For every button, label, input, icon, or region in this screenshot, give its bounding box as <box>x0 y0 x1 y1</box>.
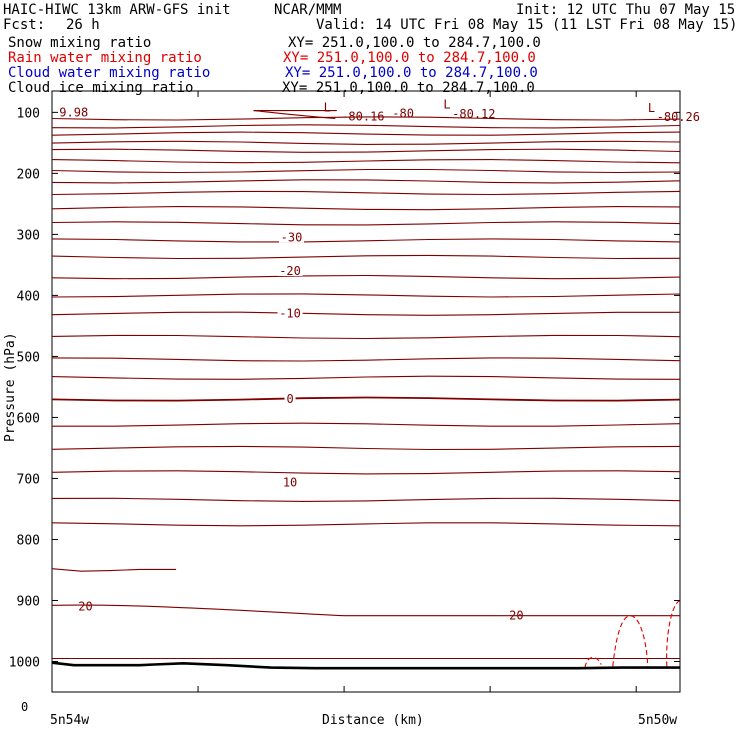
contour-label: -20 <box>279 264 301 278</box>
temperature-contours <box>51 109 681 659</box>
isotherm-line <box>51 445 681 451</box>
x-axis-title: Distance (km) <box>322 713 424 728</box>
field-cloud-ice-xy: XY= 251.0,100.0 to 284.7,100.0 <box>282 80 535 96</box>
contour-label: -30 <box>281 230 303 244</box>
annotation-label: -80.12 <box>452 107 495 121</box>
rain-contours <box>584 599 681 668</box>
y-tick-label: 900 <box>17 594 40 609</box>
field-snow-xy: XY= 251.0,100.0 to 284.7,100.0 <box>288 35 541 51</box>
x-label-origin: 0 <box>21 700 28 714</box>
isotherm-line <box>51 522 681 527</box>
isotherm-line <box>51 206 681 211</box>
isotherm-line <box>51 396 681 402</box>
isotherm-line <box>51 497 681 502</box>
isotherm-line <box>51 311 680 316</box>
field-rain-name: Rain water mixing ratio <box>8 50 202 66</box>
annotation-label: 9.98 <box>59 105 88 119</box>
isotherm-line <box>51 140 681 145</box>
field-cloud-water-name: Cloud water mixing ratio <box>8 65 211 81</box>
annotation-label: L <box>648 101 655 115</box>
terrain-line <box>51 661 680 670</box>
label-knockout <box>284 392 296 405</box>
y-tick-label: 200 <box>17 167 40 182</box>
isotherm-line <box>51 131 681 136</box>
annotation-label: -80.16 <box>341 110 384 124</box>
label-knockout <box>281 475 300 488</box>
isotherm-line <box>51 238 681 243</box>
isotherm-line <box>51 159 681 164</box>
y-tick-label: 300 <box>17 228 40 243</box>
field-rain-xy: XY= 251.0,100.0 to 284.7,100.0 <box>283 50 536 66</box>
isotherm-line <box>51 221 681 226</box>
isotherm-line <box>51 124 681 129</box>
label-knockout <box>277 306 303 319</box>
contour-label: 0 <box>286 392 293 406</box>
isotherm-line <box>51 293 681 298</box>
valid-time: Valid: 14 UTC Fri 08 May 15 (11 LST Fri … <box>316 17 738 33</box>
isotherm-line <box>51 470 681 475</box>
annotation-label: L <box>443 97 450 111</box>
forecast-hours: 26 h <box>66 17 100 33</box>
y-tick-label: 1000 <box>9 655 40 670</box>
isotherm-line <box>51 179 681 184</box>
label-knockout <box>277 263 303 276</box>
annotation-label: L <box>324 100 331 114</box>
label-knockout <box>279 230 305 243</box>
isotherm-line <box>51 334 681 340</box>
isotherm-line <box>51 274 681 280</box>
source-label: NCAR/MMM <box>274 2 342 18</box>
isotherm-line <box>51 168 681 174</box>
isotherm-line <box>51 254 681 260</box>
isotherm-line <box>52 422 681 427</box>
init-time: Init: 12 UTC Thu 07 May 15 <box>516 2 736 18</box>
isotherm-line <box>51 604 680 617</box>
rain-contour <box>666 599 681 667</box>
rain-contour <box>584 657 602 668</box>
rain-contour <box>612 615 649 668</box>
y-tick-label: 600 <box>17 411 40 426</box>
x-label-right: 5n50w <box>638 713 677 728</box>
y-tick-label: 700 <box>17 472 40 487</box>
field-snow-name: Snow mixing ratio <box>8 35 152 51</box>
annotation-label: 20 <box>78 600 92 614</box>
y-tick-label: 400 <box>17 289 40 304</box>
contour-label: 10 <box>283 476 297 490</box>
isotherm-line <box>253 109 336 120</box>
y-tick-label: 100 <box>17 106 40 121</box>
isotherm-line <box>51 148 681 153</box>
forecast-label: Fcst: <box>3 17 46 33</box>
annotation-label: -80 <box>392 107 414 121</box>
contour-label: -10 <box>279 307 301 321</box>
terrain-line <box>51 661 680 670</box>
isotherm-line <box>51 190 681 196</box>
isotherm-line <box>51 568 177 572</box>
y-tick-label: 500 <box>17 350 40 365</box>
annotation-label: 20 <box>509 609 523 623</box>
plot-frame <box>51 90 681 693</box>
isotherm-line <box>51 116 681 121</box>
x-label-left: 5n54w <box>50 713 89 728</box>
annotation-label: -80.26 <box>657 110 700 124</box>
y-tick-label: 800 <box>17 533 40 548</box>
y-axis-title: Pressure (hPa) <box>3 332 18 442</box>
field-cloud-water-xy: XY= 251.0,100.0 to 284.7,100.0 <box>285 65 538 81</box>
field-cloud-ice-name: Cloud ice mixing ratio <box>8 80 194 96</box>
isotherm-line <box>51 357 681 362</box>
model-title: HAIC-HIWC 13km ARW-GFS init <box>3 2 231 18</box>
isotherm-line <box>51 375 681 380</box>
x-ticks <box>51 91 637 692</box>
